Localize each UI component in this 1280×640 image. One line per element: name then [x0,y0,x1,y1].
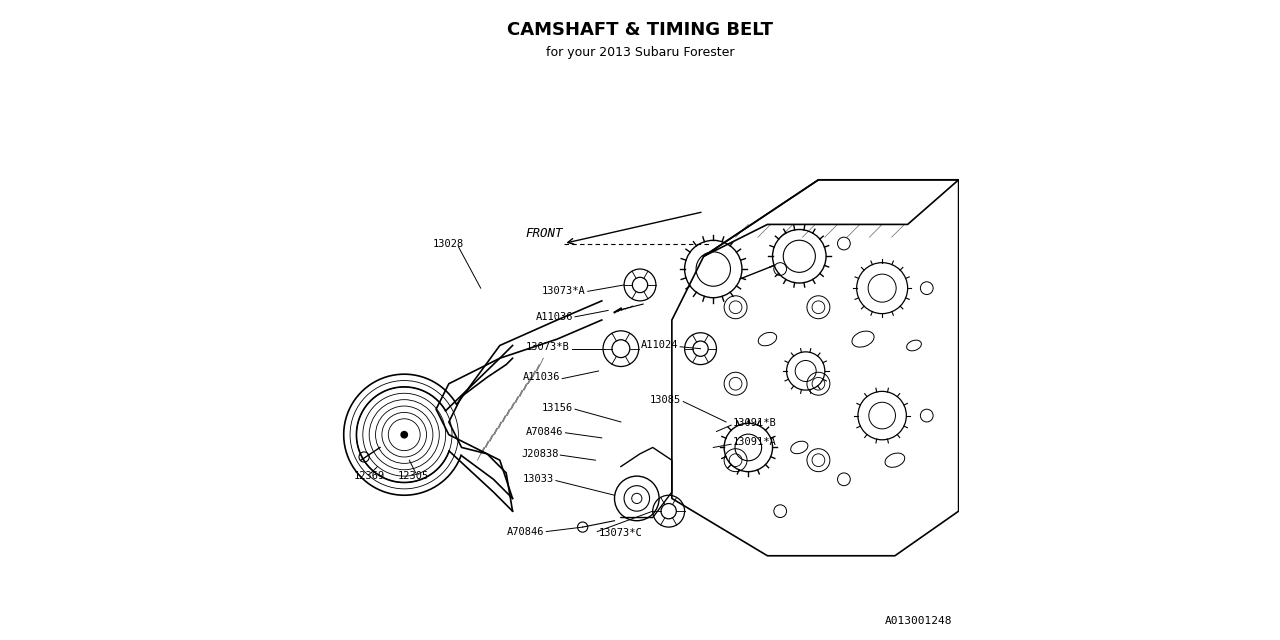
Text: 13073*B: 13073*B [526,342,570,352]
Text: 13156: 13156 [541,403,573,413]
Text: A11024: A11024 [641,340,678,351]
Text: 13091*B: 13091*B [732,418,776,428]
Text: 13033: 13033 [522,474,554,484]
Text: J20838: J20838 [521,449,558,459]
Text: A11036: A11036 [522,372,561,382]
Text: for your 2013 Subaru Forester: for your 2013 Subaru Forester [545,46,735,59]
Text: 13085: 13085 [650,395,681,404]
Text: A11036: A11036 [535,312,573,322]
Text: 12305: 12305 [398,471,429,481]
Circle shape [401,431,407,438]
Text: 13091*A: 13091*A [732,437,776,447]
Text: CAMSHAFT & TIMING BELT: CAMSHAFT & TIMING BELT [507,20,773,38]
Text: FRONT: FRONT [525,227,563,241]
Text: 12369: 12369 [353,471,384,481]
Text: A013001248: A013001248 [884,616,952,626]
Text: 13073*A: 13073*A [543,286,586,296]
Text: 13028: 13028 [433,239,465,248]
Text: 13073*C: 13073*C [599,529,643,538]
Text: A70846: A70846 [526,426,563,436]
Text: A70846: A70846 [507,527,544,536]
